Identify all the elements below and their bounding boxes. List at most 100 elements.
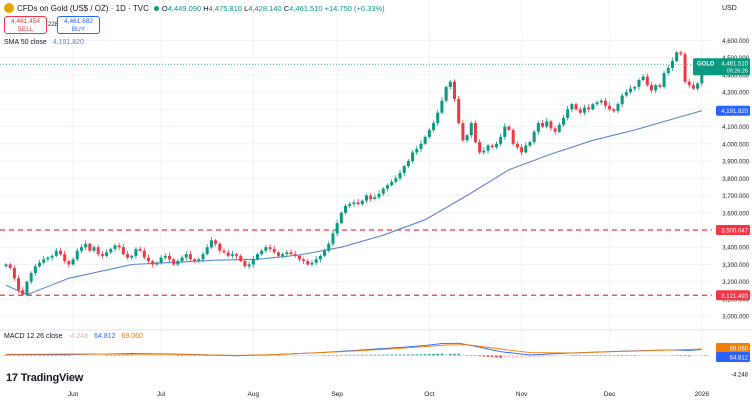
macd-histogram-bar (545, 355, 549, 357)
candle-body (235, 254, 239, 256)
candle-body (38, 262, 42, 267)
macd-histogram-bar (662, 355, 666, 356)
macd-histogram-bar (360, 354, 364, 356)
macd-histogram-bar (407, 354, 410, 356)
macd-histogram-bar (306, 355, 310, 356)
candle-body (142, 250, 146, 258)
market-status-icon (153, 5, 159, 11)
candle-body (159, 257, 163, 263)
macd-histogram-bar (625, 355, 628, 356)
candle-body (339, 212, 343, 224)
macd-histogram-bar (75, 355, 79, 356)
price-tick-label: 3,100.000 (722, 297, 749, 303)
buy-button[interactable]: 4,461.682 BUY (57, 16, 100, 34)
macd-histogram-bar (541, 355, 544, 357)
candle-body (364, 195, 368, 201)
line-price-tag: 3,500.047 (721, 228, 748, 234)
candle-body (582, 107, 586, 113)
candle-body (222, 250, 226, 253)
candle-body (75, 250, 79, 260)
candle-body (348, 204, 352, 206)
macd-histogram-bar (381, 354, 385, 356)
macd-histogram-bar (260, 355, 263, 356)
candle-body (63, 254, 67, 262)
candle-body (79, 247, 83, 251)
candle-body (507, 126, 511, 130)
hist-value-tag-bg (716, 369, 750, 379)
macd-legend-signal: 69.060 (121, 333, 143, 340)
macd-histogram-bar (59, 355, 62, 356)
current-symbol: GOLD (697, 62, 715, 68)
time-tick-label: Jun (68, 391, 79, 398)
candle-body (633, 86, 637, 89)
macd-histogram-bar (340, 354, 343, 356)
candle-body (243, 261, 247, 267)
candle-body (58, 250, 62, 255)
macd-histogram-bar (29, 355, 33, 356)
candle-body (511, 130, 515, 144)
candle-body (8, 264, 12, 268)
candle-body (21, 290, 25, 295)
macd-histogram-bar (557, 355, 561, 356)
candle-body (524, 145, 528, 153)
current-price-tag-bg (693, 58, 750, 76)
candle-body (603, 100, 607, 106)
macd-histogram-bar (54, 355, 58, 356)
candle-body (356, 202, 360, 205)
macd-histogram-bar (402, 354, 406, 356)
sma-legend[interactable]: SMA 50 close 4,191.820 (4, 39, 84, 46)
macd-histogram-bar (21, 355, 25, 356)
candle-body (545, 121, 549, 127)
macd-histogram-bar (666, 355, 670, 356)
price-tick-label: 3,000.000 (722, 315, 749, 321)
price-tick-label: 3,200.000 (722, 280, 749, 286)
symbol-title: CFDs on Gold (US$ / OZ) · 1D · TVC (17, 3, 149, 13)
macd-histogram-bar (151, 355, 155, 356)
candle-body (654, 85, 658, 91)
brand-name: TradingView (20, 372, 84, 384)
candle-body (457, 98, 461, 124)
macd-histogram-bar (109, 355, 113, 356)
line-price-tag-bg (716, 224, 750, 235)
macd-histogram-bar (696, 355, 699, 356)
macd-histogram-bar (629, 355, 632, 356)
price-tick-label: 3,800.000 (722, 177, 749, 183)
sma-legend-name: SMA 50 close (4, 39, 47, 46)
sell-button[interactable]: 4,461.454 SELL (4, 16, 47, 34)
macd-histogram-bar (147, 354, 150, 356)
macd-histogram-bar (436, 353, 440, 356)
candle-body (323, 250, 327, 256)
candle-body (12, 267, 16, 279)
candle-body (700, 71, 704, 84)
macd-legend-name: MACD 12 26 close (4, 333, 63, 340)
candle-body (310, 262, 314, 265)
macd-histogram-bar (17, 355, 20, 356)
macd-histogram-bar (658, 355, 662, 356)
macd-histogram-bar (650, 355, 653, 356)
candle-body (197, 259, 201, 262)
candle-body (54, 250, 58, 256)
price-tick-label: 4,300.000 (722, 91, 749, 97)
macd-histogram-bar (637, 355, 641, 356)
candle-body (151, 261, 155, 265)
macd-histogram-bar (310, 355, 314, 356)
macd-histogram-bar (193, 355, 196, 356)
macd-histogram-bar (143, 354, 146, 356)
candle-body (344, 205, 348, 213)
horizontal-lines (0, 63, 712, 296)
macd-histogram-bar (331, 355, 335, 356)
macd-histogram-bar (293, 355, 297, 356)
candle-body (520, 147, 524, 153)
candle-body (331, 233, 335, 244)
macd-histogram-bar (633, 355, 637, 356)
candle-body (394, 178, 398, 182)
macd-histogram-bar (277, 355, 280, 356)
candle-body (561, 117, 565, 125)
macd-legend[interactable]: MACD 12 26 close -4.248 64.812 69.060 (4, 333, 143, 340)
spread-value: 228 (48, 22, 59, 28)
candle-body (360, 200, 364, 205)
candles (4, 50, 708, 297)
candle-body (318, 255, 322, 260)
